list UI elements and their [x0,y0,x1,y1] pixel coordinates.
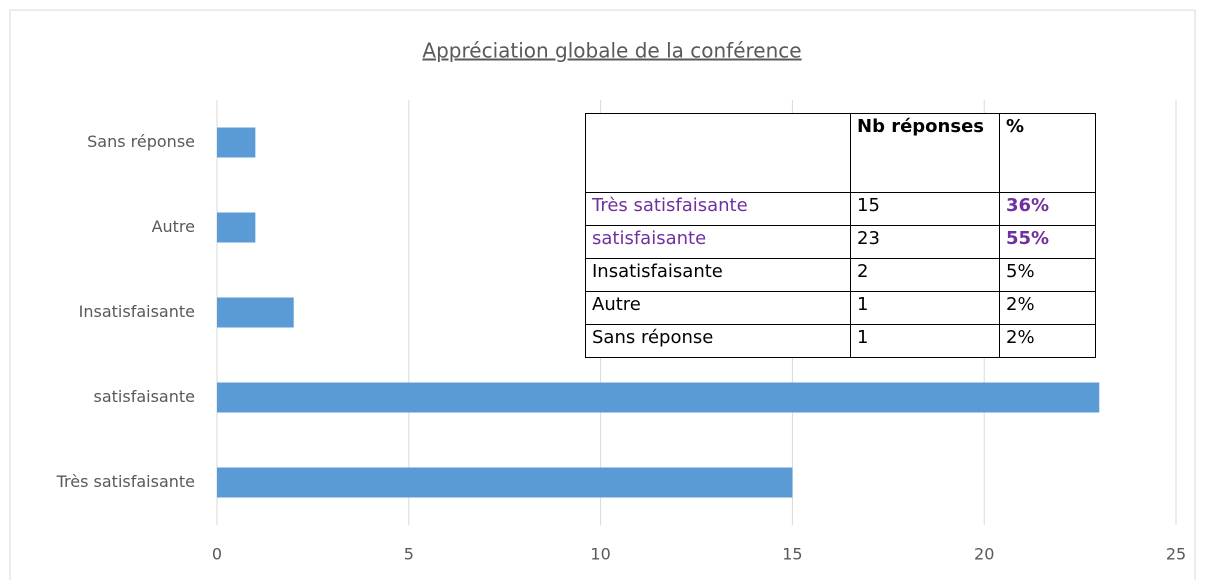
header-cell: % [999,113,1096,193]
table-cell: 15 [850,192,1000,226]
table-row: Autre 1 2% [585,291,1096,325]
table-cell: Sans réponse [585,324,851,358]
table-row: satisfaisante 23 55% [585,225,1096,259]
y-tick-label: Très satisfaisante [56,472,195,491]
y-tick-label: Sans réponse [87,132,195,151]
table-row: Sans réponse 1 2% [585,324,1096,358]
table-row: Insatisfaisante 2 5% [585,258,1096,292]
chart-title: Appréciation globale de la conférence [422,39,801,63]
header-cell [585,113,851,193]
table-cell: Insatisfaisante [585,258,851,292]
bar [217,212,256,243]
table-cell: 1 [850,291,1000,325]
table-cell: 2% [999,291,1096,325]
table-cell: 23 [850,225,1000,259]
bar [217,297,294,328]
x-tick-label: 5 [404,545,414,564]
table-cell: Autre [585,291,851,325]
x-tick-label: 0 [212,545,222,564]
y-tick-label: Insatisfaisante [79,302,195,321]
x-tick-label: 20 [974,545,994,564]
header-cell: Nb réponses [850,113,1000,193]
y-tick-label: Autre [152,217,195,236]
x-tick-label: 15 [782,545,802,564]
y-tick-label: satisfaisante [94,387,195,406]
chart-border [9,9,1196,580]
bar [217,127,256,158]
summary-table: Nb réponses % Très satisfaisante 15 36% sat… [585,113,1096,358]
table-cell: 36% [999,192,1096,226]
x-tick-label: 25 [1166,545,1186,564]
table-cell: satisfaisante [585,225,851,259]
x-tick-label: 10 [590,545,610,564]
bar [217,467,793,498]
table-cell: 2% [999,324,1096,358]
table-cell: 5% [999,258,1096,292]
table-cell: Très satisfaisante [585,192,851,226]
table-cell: 1 [850,324,1000,358]
bar [217,382,1100,413]
table-row: Très satisfaisante 15 36% [585,192,1096,226]
table-cell: 2 [850,258,1000,292]
table-cell: 55% [999,225,1096,259]
